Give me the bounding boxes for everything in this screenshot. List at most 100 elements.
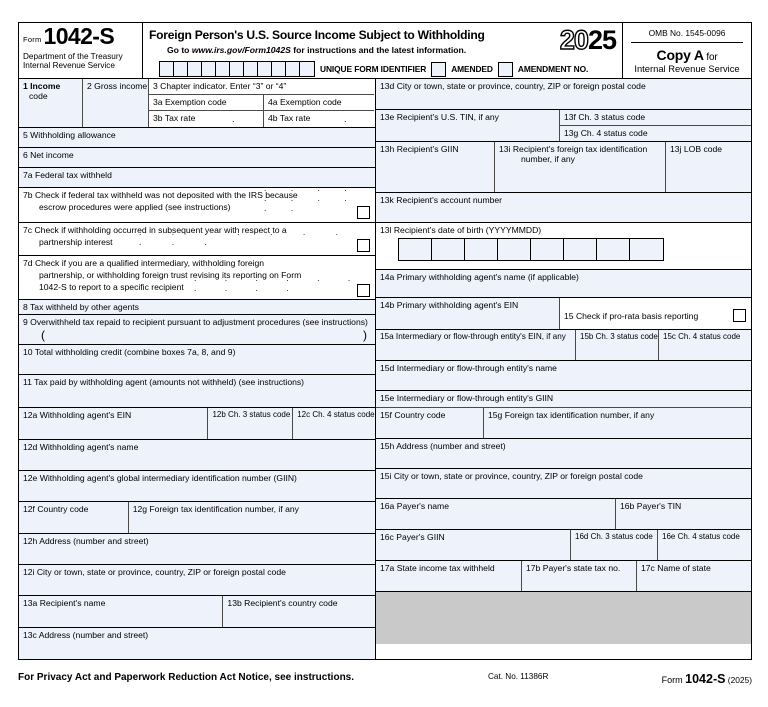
box-13b-label: 13b Recipient's country code — [227, 598, 338, 608]
box-8-tax-withheld-other-agents[interactable]: 8 Tax withheld by other agents — [19, 299, 375, 314]
box-15a-intermediary-ein[interactable]: 15a Intermediary or flow-through entity'… — [376, 330, 576, 360]
box-3b-tax-rate[interactable]: 3b Tax rate . — [149, 111, 264, 127]
box-13e-recipient-us-tin[interactable]: 13e Recipient's U.S. TIN, if any — [376, 110, 560, 141]
box-15b-ch3-status-code[interactable]: 15b Ch. 3 status code — [576, 330, 659, 360]
dob-cell[interactable] — [498, 239, 531, 260]
ufi-cell[interactable] — [188, 62, 202, 76]
box-17a-state-income-tax-withheld[interactable]: 17a State income tax withheld — [376, 561, 522, 591]
box-1-income-code[interactable]: 1 Income code — [19, 79, 83, 127]
footer-form-prefix: Form — [661, 675, 686, 685]
box-2-gross-income[interactable]: 2 Gross income — [83, 79, 149, 127]
box-12f-country-code[interactable]: 12f Country code — [19, 502, 129, 533]
box-12b-ch3-status-code[interactable]: 12b Ch. 3 status code — [208, 408, 294, 439]
box-13d-city-state[interactable]: 13d City or town, state or province, cou… — [376, 79, 751, 109]
box-6-net-income[interactable]: 6 Net income — [19, 147, 375, 167]
box-11-tax-paid-by-agent[interactable]: 11 Tax paid by withholding agent (amount… — [19, 374, 375, 407]
unique-form-identifier-input[interactable] — [159, 61, 315, 77]
box-3a-exemption-code[interactable]: 3a Exemption code — [149, 95, 264, 110]
ufi-cell[interactable] — [258, 62, 272, 76]
box-15c-ch4-status-code[interactable]: 15c Ch. 4 status code — [659, 330, 751, 360]
box-13a-label: 13a Recipient's name — [23, 598, 106, 608]
box-7c-checkbox[interactable] — [357, 239, 370, 252]
ufi-cell[interactable] — [230, 62, 244, 76]
box-15f-country-code[interactable]: 15f Country code — [376, 408, 484, 438]
ufi-cell[interactable] — [202, 62, 216, 76]
box-17c-name-of-state[interactable]: 17c Name of state — [637, 561, 751, 591]
box-5-withholding-allowance[interactable]: 5 Withholding allowance — [19, 127, 375, 147]
box-16b-label: 16b Payer's TIN — [620, 501, 682, 511]
box-15i-city-state[interactable]: 15i City or town, state or province, cou… — [376, 468, 751, 498]
irs-url-link[interactable]: www.irs.gov/Form1042S — [191, 45, 291, 55]
box-15d-intermediary-name[interactable]: 15d Intermediary or flow-through entity'… — [376, 360, 751, 390]
ufi-cell[interactable] — [244, 62, 258, 76]
box-15e-intermediary-giin[interactable]: 15e Intermediary or flow-through entity'… — [376, 390, 751, 407]
dob-cell[interactable] — [432, 239, 465, 260]
box-15-pro-rata-checkbox-row[interactable]: 15 Check if pro-rata basis reporting — [560, 298, 751, 329]
dob-cell[interactable] — [597, 239, 630, 260]
box-9-overwithheld-tax-repaid[interactable]: 9 Overwithheld tax repaid to recipient p… — [19, 314, 375, 344]
box-4a-exemption-code[interactable]: 4a Exemption code — [264, 95, 374, 110]
box-14a-primary-agent-name[interactable]: 14a Primary withholding agent's name (if… — [376, 269, 751, 297]
ufi-cell[interactable] — [286, 62, 300, 76]
box-13g-ch4-status-code[interactable]: 13g Ch. 4 status code — [560, 126, 751, 141]
box-14a-label: 14a Primary withholding agent's name (if… — [380, 272, 579, 282]
box-16e-label: 16e Ch. 4 status code — [662, 532, 740, 541]
box-12h-address[interactable]: 12h Address (number and street) — [19, 533, 375, 564]
amended-checkbox[interactable] — [431, 61, 447, 77]
box-7c-subsequent-year-row[interactable]: 7c Check if withholding occurred in subs… — [19, 222, 375, 255]
left-column: 1 Income code 2 Gross income 3 Chapter in… — [19, 79, 376, 659]
box-15-checkbox[interactable] — [733, 309, 746, 322]
box-10-total-withholding-credit[interactable]: 10 Total withholding credit (combine box… — [19, 344, 375, 374]
box-13b-recipient-country-code[interactable]: 13b Recipient's country code — [223, 596, 375, 627]
box-15h-address[interactable]: 15h Address (number and street) — [376, 438, 751, 468]
box-16e-ch4-status-code[interactable]: 16e Ch. 4 status code — [658, 530, 751, 560]
box-16c-payer-giin[interactable]: 16c Payer's GIIN — [376, 530, 571, 560]
box-7b-escrow-checkbox-row[interactable]: 7b Check if federal tax withheld was not… — [19, 183, 375, 222]
footer-form-number: 1042-S — [685, 672, 726, 686]
box-7d-checkbox[interactable] — [357, 284, 370, 297]
box-16d-ch3-status-code[interactable]: 16d Ch. 3 status code — [571, 530, 658, 560]
box-3-chapter-indicator[interactable]: 3 Chapter indicator. Enter “3” or “4” — [149, 79, 374, 95]
date-of-birth-input[interactable] — [398, 238, 664, 261]
dob-cell[interactable] — [630, 239, 663, 260]
ufi-cell[interactable] — [174, 62, 188, 76]
box-12d-label: 12d Withholding agent's name — [23, 442, 139, 452]
box-12e-withholding-agent-giin[interactable]: 12e Withholding agent's global intermedi… — [19, 470, 375, 501]
box-7d-qualified-intermediary-row[interactable]: 7d Check if you are a qualified intermed… — [19, 255, 375, 299]
dob-cell[interactable] — [399, 239, 432, 260]
box-12i-city-state[interactable]: 12i City or town, state or province, cou… — [19, 564, 375, 595]
dob-cell[interactable] — [465, 239, 498, 260]
box-13l-recipient-date-of-birth[interactable]: 13l Recipient's date of birth (YYYYMMDD) — [376, 222, 751, 269]
ufi-cell[interactable] — [216, 62, 230, 76]
box-14b-primary-agent-ein[interactable]: 14b Primary withholding agent's EIN — [376, 298, 560, 329]
goto-prefix: Go to — [167, 45, 192, 55]
form-header: Form1042-S Department of the Treasury In… — [19, 23, 751, 78]
ufi-cell[interactable] — [272, 62, 286, 76]
box-15f-label: 15f Country code — [380, 410, 446, 420]
box-12g-foreign-tax-id[interactable]: 12g Foreign tax identification number, i… — [128, 502, 375, 533]
dob-cell[interactable] — [564, 239, 597, 260]
box-13a-recipient-name[interactable]: 13a Recipient's name — [19, 596, 224, 627]
box-13i-recipient-foreign-tax-id[interactable]: 13i Recipient's foreign tax identificati… — [495, 142, 666, 192]
amendment-no-box[interactable] — [497, 61, 513, 77]
ufi-cell[interactable] — [300, 62, 314, 76]
dob-cell[interactable] — [531, 239, 564, 260]
box-15-label: 15 Check if pro-rata basis reporting — [564, 311, 699, 321]
box-7b-checkbox[interactable] — [357, 206, 370, 219]
box-12d-withholding-agent-name[interactable]: 12d Withholding agent's name — [19, 439, 375, 470]
box-16a-payer-name[interactable]: 16a Payer's name — [376, 499, 616, 529]
box-13j-lob-code[interactable]: 13j LOB code — [666, 142, 751, 192]
box-13k-recipient-account-number[interactable]: 13k Recipient's account number — [376, 192, 751, 222]
box-12a-withholding-agent-ein[interactable]: 12a Withholding agent's EIN — [19, 408, 209, 439]
box-13h-recipient-giin[interactable]: 13h Recipient's GIIN — [376, 142, 495, 192]
box-12c-ch4-status-code[interactable]: 12c Ch. 4 status code — [293, 408, 375, 439]
box-15g-foreign-tax-id[interactable]: 15g Foreign tax identification number, i… — [484, 408, 751, 438]
box-17b-payer-state-tax-no[interactable]: 17b Payer's state tax no. — [522, 561, 637, 591]
box-16b-payer-tin[interactable]: 16b Payer's TIN — [616, 499, 751, 529]
box-13c-address[interactable]: 13c Address (number and street) — [19, 627, 375, 659]
box-7a-federal-tax-withheld[interactable]: 7a Federal tax withheld — [19, 167, 375, 187]
row-boxes-12a-12b-12c: 12a Withholding agent's EIN 12b Ch. 3 st… — [19, 407, 375, 439]
ufi-cell[interactable] — [160, 62, 174, 76]
box-13f-ch3-status-code[interactable]: 13f Ch. 3 status code — [560, 110, 751, 126]
box-4b-tax-rate[interactable]: 4b Tax rate . — [264, 111, 374, 127]
